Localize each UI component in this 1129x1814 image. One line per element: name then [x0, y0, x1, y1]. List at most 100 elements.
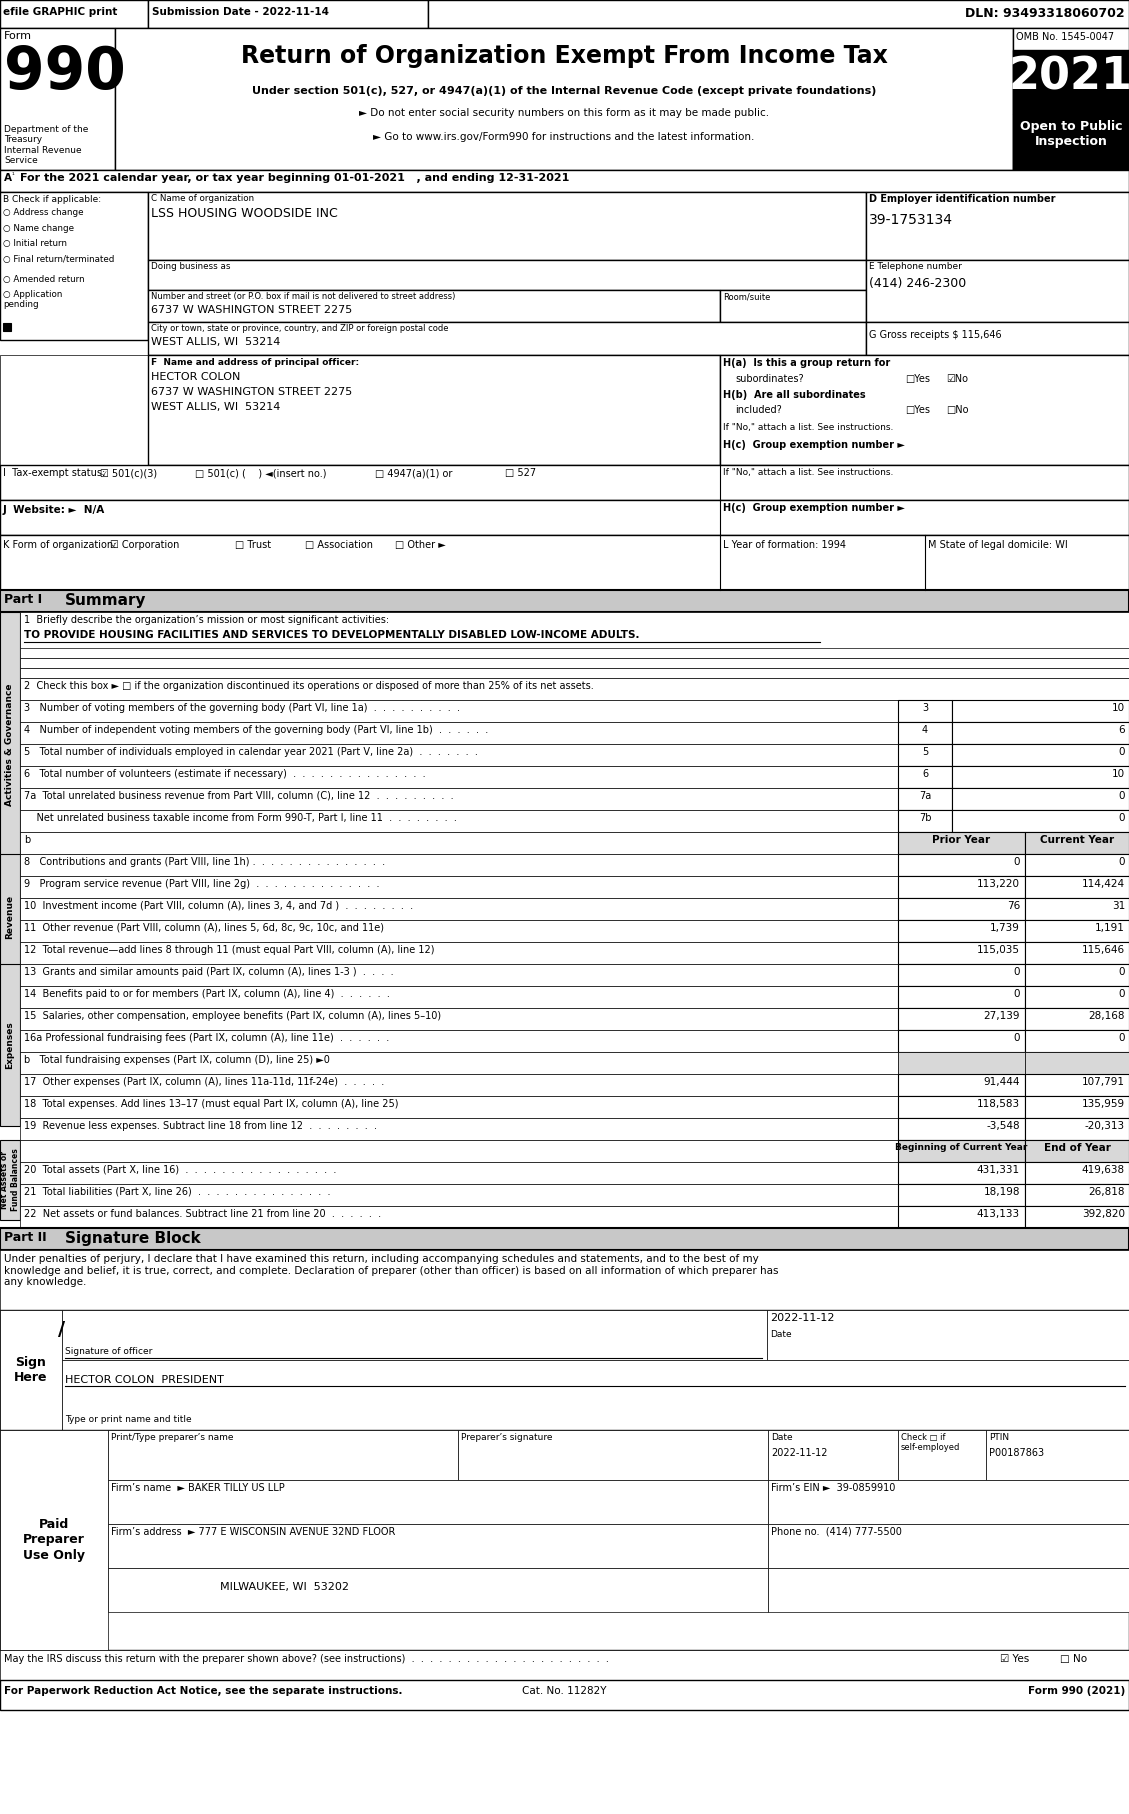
Bar — [108, 1524, 768, 1567]
Text: 135,959: 135,959 — [1082, 1099, 1124, 1108]
Text: 14  Benefits paid to or for members (Part IX, column (A), line 4)  .  .  .  .  .: 14 Benefits paid to or for members (Part… — [24, 989, 390, 1000]
Text: ☑ Yes: ☑ Yes — [1000, 1654, 1030, 1663]
Bar — [0, 192, 148, 339]
Bar — [866, 192, 1129, 259]
Text: 4: 4 — [922, 726, 928, 735]
Text: 12  Total revenue—add lines 8 through 11 (must equal Part VIII, column (A), line: 12 Total revenue—add lines 8 through 11 … — [24, 945, 435, 954]
Bar — [20, 744, 898, 766]
Text: A: A — [5, 172, 12, 183]
Text: B Check if applicable:: B Check if applicable: — [3, 194, 102, 203]
Text: H(b)  Are all subordinates: H(b) Are all subordinates — [723, 390, 866, 401]
Text: 76: 76 — [1007, 902, 1019, 911]
Bar — [148, 356, 720, 464]
Bar — [0, 171, 1129, 192]
Bar — [898, 1074, 1025, 1096]
Bar — [898, 722, 952, 744]
Bar — [1025, 1206, 1129, 1228]
Text: ○ Final return/terminated: ○ Final return/terminated — [3, 256, 114, 265]
Bar — [898, 1096, 1025, 1117]
Text: End of Year: End of Year — [1043, 1143, 1111, 1154]
Text: 6: 6 — [922, 769, 928, 778]
Bar — [1013, 114, 1129, 171]
Text: b: b — [24, 834, 30, 845]
Text: □ Trust: □ Trust — [235, 541, 271, 550]
Bar — [0, 1429, 108, 1651]
Bar — [20, 1074, 898, 1096]
Text: 7a: 7a — [919, 791, 931, 802]
Text: ○ Amended return: ○ Amended return — [3, 276, 85, 285]
Bar — [0, 0, 1129, 27]
Text: 2022-11-12: 2022-11-12 — [770, 1313, 834, 1322]
Bar — [62, 1310, 767, 1360]
Text: MILWAUKEE, WI  53202: MILWAUKEE, WI 53202 — [220, 1582, 349, 1593]
Bar — [0, 1310, 62, 1429]
Bar — [898, 766, 952, 787]
Text: -3,548: -3,548 — [987, 1121, 1019, 1130]
Text: efile GRAPHIC print: efile GRAPHIC print — [3, 7, 117, 16]
Text: Net Assets or
Fund Balances: Net Assets or Fund Balances — [0, 1148, 19, 1212]
Text: ○ Address change: ○ Address change — [3, 209, 84, 218]
Text: 107,791: 107,791 — [1082, 1078, 1124, 1087]
Text: OMB No. 1545-0047: OMB No. 1545-0047 — [1016, 33, 1114, 42]
Text: 10  Investment income (Part VIII, column (A), lines 3, 4, and 7d )  .  .  .  .  : 10 Investment income (Part VIII, column … — [24, 902, 413, 911]
Text: 2  Check this box ► □ if the organization discontinued its operations or dispose: 2 Check this box ► □ if the organization… — [24, 680, 594, 691]
Text: 118,583: 118,583 — [977, 1099, 1019, 1108]
Text: 6: 6 — [1119, 726, 1124, 735]
Text: Firm’s EIN ►  39-0859910: Firm’s EIN ► 39-0859910 — [771, 1484, 895, 1493]
Text: Paid
Preparer
Use Only: Paid Preparer Use Only — [23, 1518, 85, 1562]
Text: H(c)  Group exemption number ►: H(c) Group exemption number ► — [723, 441, 904, 450]
Text: Submission Date - 2022-11-14: Submission Date - 2022-11-14 — [152, 7, 329, 16]
Text: For the 2021 calendar year, or tax year beginning 01-01-2021   , and ending 12-3: For the 2021 calendar year, or tax year … — [20, 172, 569, 183]
Text: J  Website: ►  N/A: J Website: ► N/A — [3, 504, 105, 515]
Bar — [148, 0, 428, 27]
Bar — [898, 898, 1025, 920]
Bar — [20, 611, 1129, 680]
Bar — [0, 535, 1129, 590]
Bar — [108, 1429, 458, 1480]
Bar — [458, 1429, 768, 1480]
Text: LSS HOUSING WOODSIDE INC: LSS HOUSING WOODSIDE INC — [151, 207, 338, 219]
Text: Sign
Here: Sign Here — [15, 1357, 47, 1384]
Text: ○ Initial return: ○ Initial return — [3, 239, 67, 249]
Text: Current Year: Current Year — [1040, 834, 1114, 845]
Text: 31: 31 — [1112, 902, 1124, 911]
Text: K Form of organization:: K Form of organization: — [3, 541, 116, 550]
Bar — [1025, 833, 1129, 854]
Bar — [898, 1163, 1025, 1185]
Text: 20  Total assets (Part X, line 16)  .  .  .  .  .  .  .  .  .  .  .  .  .  .  . : 20 Total assets (Part X, line 16) . . . … — [24, 1165, 336, 1175]
Text: ○ Name change: ○ Name change — [3, 223, 75, 232]
Text: 13  Grants and similar amounts paid (Part IX, column (A), lines 1-3 )  .  .  .  : 13 Grants and similar amounts paid (Part… — [24, 967, 394, 978]
Bar — [0, 1651, 1129, 1680]
Bar — [986, 1429, 1129, 1480]
Text: Return of Organization Exempt From Income Tax: Return of Organization Exempt From Incom… — [240, 44, 887, 67]
Text: D Employer identification number: D Employer identification number — [869, 194, 1056, 203]
Text: subordinates?: subordinates? — [735, 374, 804, 385]
Bar — [20, 876, 898, 898]
Bar — [20, 941, 898, 963]
Bar — [768, 1480, 1129, 1524]
Bar — [1025, 1139, 1129, 1163]
Bar — [20, 678, 1129, 700]
Text: □ No: □ No — [1060, 1654, 1087, 1663]
Text: 5   Total number of individuals employed in calendar year 2021 (Part V, line 2a): 5 Total number of individuals employed i… — [24, 747, 478, 756]
Bar — [20, 898, 898, 920]
Text: 0: 0 — [1119, 856, 1124, 867]
Text: □ Association: □ Association — [305, 541, 373, 550]
Bar — [0, 963, 20, 1126]
Bar — [0, 464, 1129, 501]
Bar — [428, 0, 1129, 27]
Text: Prior Year: Prior Year — [931, 834, 990, 845]
Text: Print/Type preparer’s name: Print/Type preparer’s name — [111, 1433, 234, 1442]
Bar — [20, 1139, 898, 1163]
Bar — [898, 920, 1025, 941]
Bar — [898, 1030, 1025, 1052]
Bar — [898, 963, 1025, 987]
Bar — [20, 700, 898, 722]
Text: Activities & Governance: Activities & Governance — [6, 684, 15, 805]
Bar — [898, 700, 952, 722]
Text: 39-1753134: 39-1753134 — [869, 212, 953, 227]
Text: DLN: 93493318060702: DLN: 93493318060702 — [965, 7, 1124, 20]
Text: Open to Public
Inspection: Open to Public Inspection — [1019, 120, 1122, 149]
Bar — [0, 1250, 1129, 1310]
Text: G Gross receipts $ 115,646: G Gross receipts $ 115,646 — [869, 330, 1001, 339]
